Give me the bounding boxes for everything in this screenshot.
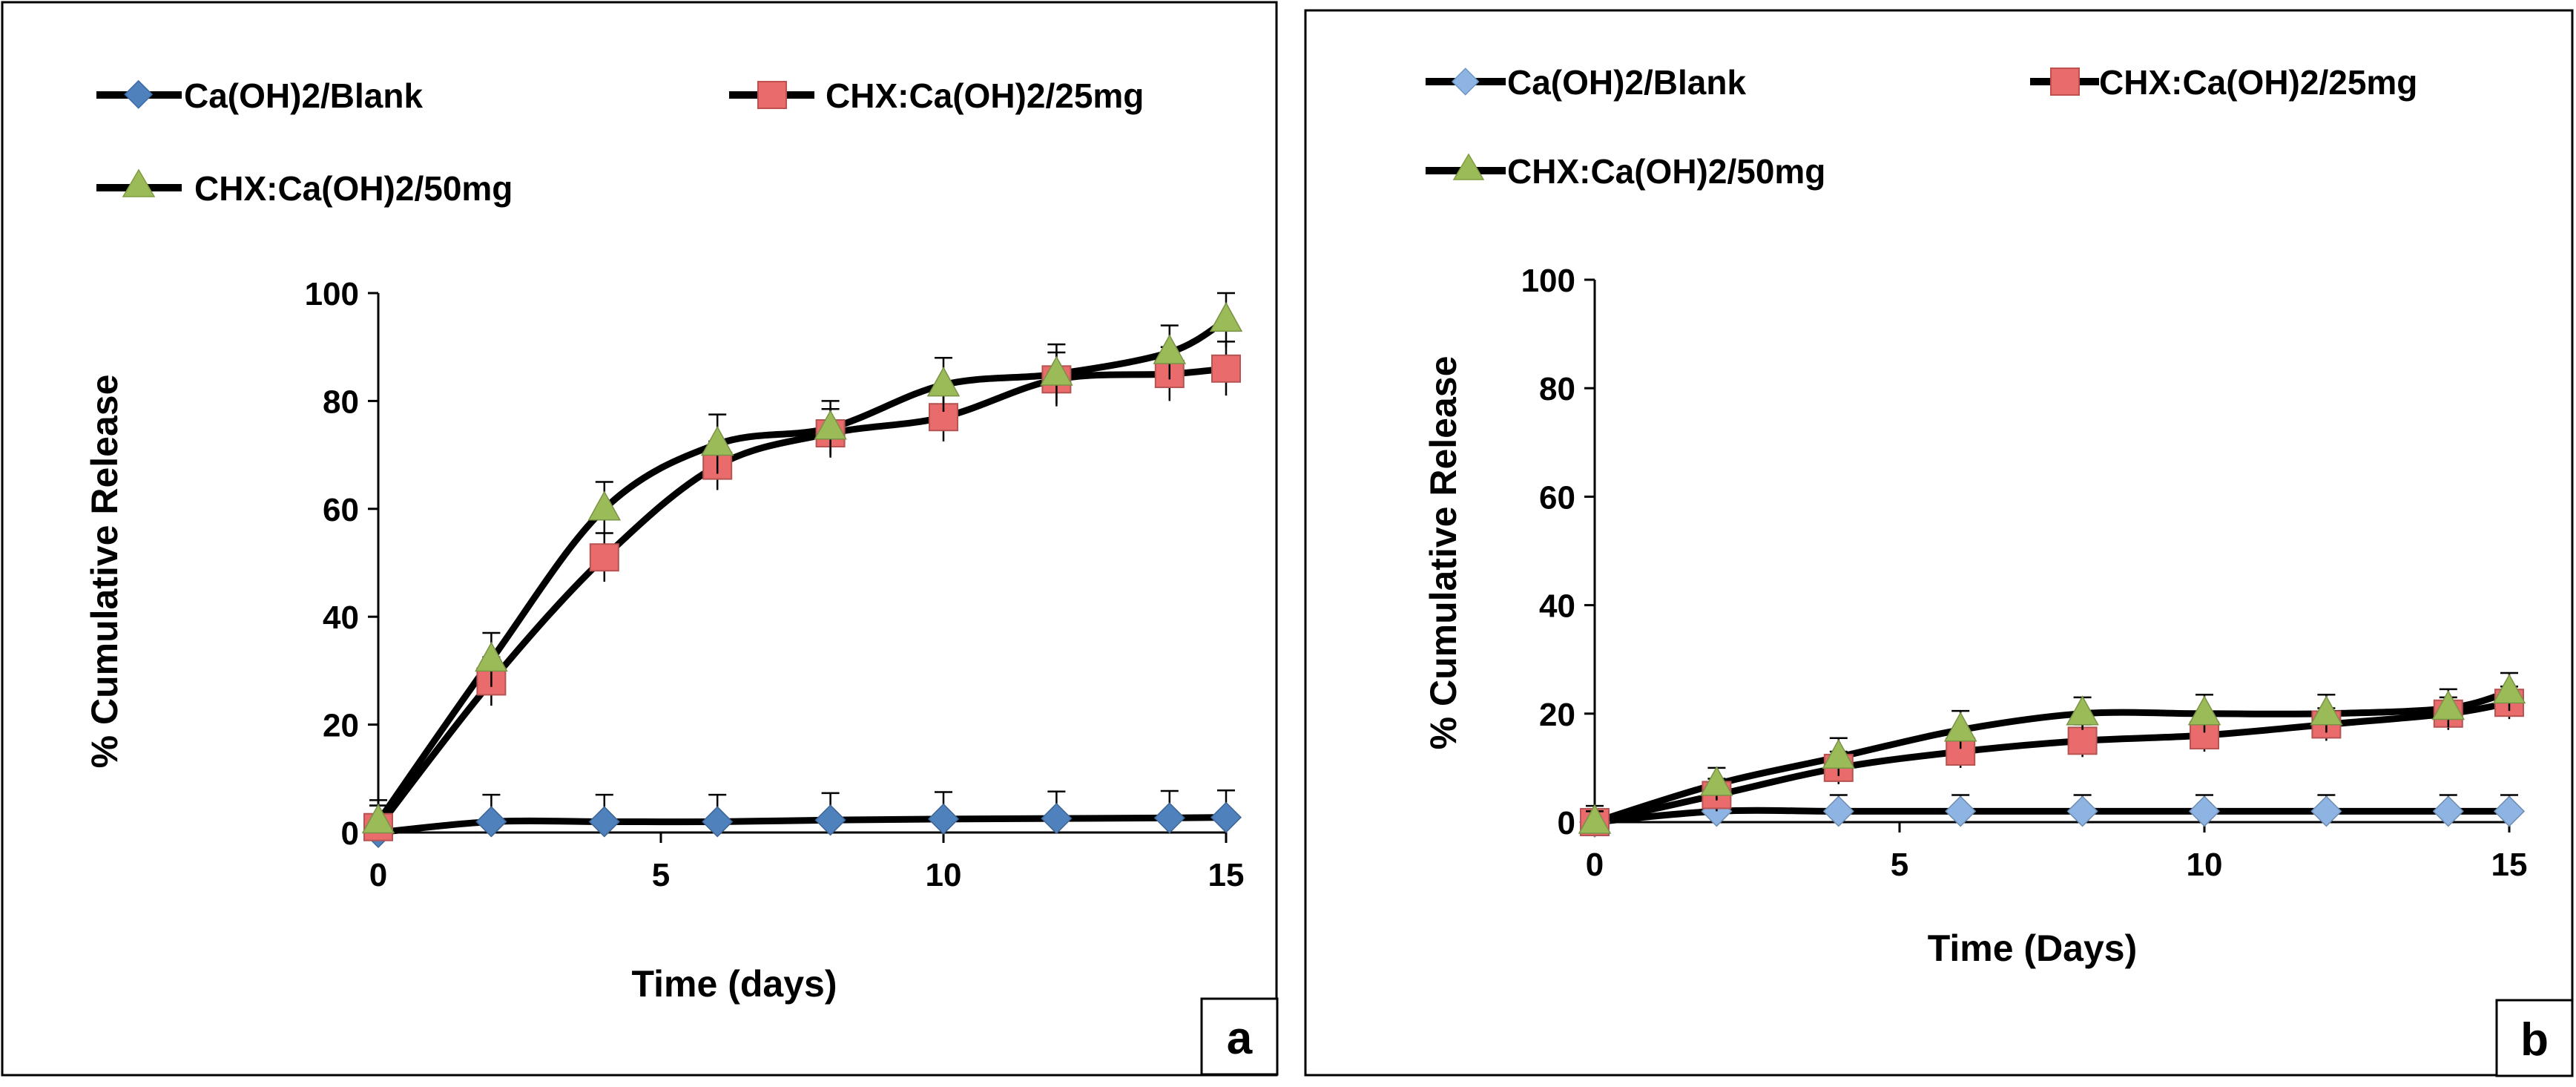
x-tick-label: 0 xyxy=(1586,847,1604,883)
panel-a-letter-box xyxy=(1200,997,1279,1076)
legend-item-blank: Ca(OH)2/Blank xyxy=(1426,63,1746,102)
data-point-2 xyxy=(587,490,622,521)
data-point-2 xyxy=(2431,689,2465,720)
x-tick-label: 15 xyxy=(1208,857,1245,893)
data-point-1 xyxy=(2067,726,2098,755)
data-point-0 xyxy=(1945,795,1977,827)
panel-b-letter: b xyxy=(2520,1014,2549,1065)
legend-label-50mg: CHX:Ca(OH)2/50mg xyxy=(194,169,513,208)
data-point-0 xyxy=(2188,795,2221,827)
data-point-2 xyxy=(2310,695,2343,726)
legend-label-blank: Ca(OH)2/Blank xyxy=(1507,63,1746,102)
data-point-2 xyxy=(2492,674,2526,704)
data-point-0 xyxy=(814,804,846,836)
panel-a-legend: Ca(OH)2/Blank CHX:Ca(OH)2/25mg CHX:Ca(OH… xyxy=(96,76,1144,208)
data-point-0 xyxy=(927,803,960,835)
data-point-2 xyxy=(475,641,508,672)
data-point-1 xyxy=(589,543,619,572)
y-tick-label: 40 xyxy=(1539,588,1575,625)
y-tick-label: 40 xyxy=(323,600,359,636)
y-tick-label: 100 xyxy=(1521,263,1575,299)
data-point-1 xyxy=(1211,354,1241,383)
data-point-2 xyxy=(2187,695,2221,726)
data-point-2 xyxy=(926,367,961,397)
data-point-2 xyxy=(1040,355,1073,386)
legend-item-25mg: CHX:Ca(OH)2/25mg xyxy=(2030,63,2417,102)
data-point-2 xyxy=(2066,695,2099,726)
panel-a-letter: a xyxy=(1227,1013,1253,1064)
data-point-2 xyxy=(1209,301,1243,332)
y-tick-label: 80 xyxy=(323,384,359,420)
data-point-0 xyxy=(1210,801,1242,833)
x-tick-label: 10 xyxy=(2187,847,2223,883)
x-tick-label: 15 xyxy=(2491,847,2528,883)
panel-a-x-axis-title: Time (days) xyxy=(632,963,837,1005)
data-point-2 xyxy=(1578,804,1612,834)
data-point-2 xyxy=(361,803,395,834)
y-tick-label: 100 xyxy=(305,276,359,312)
legend-label-blank: Ca(OH)2/Blank xyxy=(184,76,423,115)
y-tick-label: 60 xyxy=(1539,479,1575,516)
data-point-2 xyxy=(1153,334,1187,364)
panel-a: 0 20 40 60 80 100 0 5 10 15 Ca(OH)2/Blank CHX:Ca(… xyxy=(1,1,1279,1077)
legend-item-blank: Ca(OH)2/Blank xyxy=(96,76,423,115)
panel-b-frame xyxy=(1304,9,2574,1077)
legend-item-50mg: CHX:Ca(OH)2/50mg xyxy=(1426,152,1825,191)
panel-a-plot-area: 0 20 40 60 80 100 0 5 10 15 xyxy=(305,276,1245,893)
data-point-2 xyxy=(814,410,847,440)
data-point-0 xyxy=(588,806,620,838)
data-point-0 xyxy=(2432,795,2464,827)
data-point-0 xyxy=(475,806,507,838)
x-tick-label: 10 xyxy=(926,857,962,893)
data-point-2 xyxy=(1943,712,1977,742)
data-point-2 xyxy=(1700,766,1733,796)
legend-item-50mg: CHX:Ca(OH)2/50mg xyxy=(96,168,513,208)
data-point-0 xyxy=(2493,795,2526,827)
y-tick-label: 80 xyxy=(1539,371,1575,407)
data-point-2 xyxy=(700,426,734,456)
data-point-0 xyxy=(1153,802,1185,834)
y-tick-label: 0 xyxy=(341,815,359,852)
data-point-2 xyxy=(1822,738,1856,769)
y-tick-label: 60 xyxy=(323,492,359,528)
data-point-0 xyxy=(2310,795,2342,827)
panel-a-y-axis-title: % Cumulative Release xyxy=(84,375,125,769)
y-tick-label: 20 xyxy=(1539,697,1575,733)
legend-label-50mg: CHX:Ca(OH)2/50mg xyxy=(1507,152,1825,191)
panel-b-letter-box xyxy=(2495,999,2574,1077)
panel-b: 0 20 40 60 80 100 0 5 10 15 Ca(OH)2/Blank CHX:Ca(… xyxy=(1304,9,2574,1077)
x-tick-label: 5 xyxy=(1891,847,1908,883)
panel-b-plot-area: 0 20 40 60 80 100 0 5 10 15 xyxy=(1521,263,2528,883)
panel-a-frame xyxy=(1,1,1278,1077)
data-point-0 xyxy=(1822,795,1854,827)
panel-b-x-axis-title: Time (Days) xyxy=(1928,927,2138,969)
data-point-0 xyxy=(1041,803,1073,835)
x-tick-label: 5 xyxy=(652,857,670,893)
panel-b-y-axis-title: % Cumulative Release xyxy=(1423,356,1464,750)
series-line-2 xyxy=(375,316,1230,825)
data-point-0 xyxy=(2066,795,2098,827)
x-tick-label: 0 xyxy=(369,857,387,893)
legend-item-25mg: CHX:Ca(OH)2/25mg xyxy=(729,76,1144,115)
data-point-0 xyxy=(702,806,734,838)
y-tick-label: 20 xyxy=(323,708,359,744)
legend-label-25mg: CHX:Ca(OH)2/25mg xyxy=(826,76,1144,115)
y-tick-label: 0 xyxy=(1558,805,1575,841)
legend-label-25mg: CHX:Ca(OH)2/25mg xyxy=(2099,63,2417,102)
panel-b-legend: Ca(OH)2/Blank CHX:Ca(OH)2/25mg CHX:Ca(OH… xyxy=(1426,63,2417,191)
